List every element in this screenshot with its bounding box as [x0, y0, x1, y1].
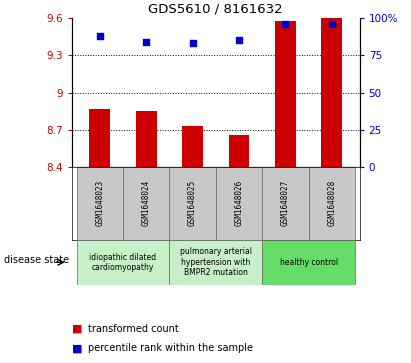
Bar [123, 167, 169, 240]
Bar [321, 18, 342, 167]
Text: GSM1648024: GSM1648024 [142, 180, 151, 227]
Bar [262, 167, 309, 240]
Bar [216, 167, 262, 240]
Text: GSM1648028: GSM1648028 [327, 180, 336, 227]
Bar [89, 109, 110, 167]
Bar [169, 240, 262, 285]
Text: disease state: disease state [4, 256, 69, 265]
Text: ■: ■ [72, 343, 83, 354]
Text: GSM1648025: GSM1648025 [188, 180, 197, 227]
Bar [76, 240, 169, 285]
Point [236, 38, 242, 44]
Text: transformed count: transformed count [88, 323, 179, 334]
Text: GSM1648026: GSM1648026 [235, 180, 243, 227]
Text: pulmonary arterial
hypertension with
BMPR2 mutation: pulmonary arterial hypertension with BMP… [180, 247, 252, 277]
Point [189, 41, 196, 46]
Bar [169, 167, 216, 240]
Title: GDS5610 / 8161632: GDS5610 / 8161632 [148, 3, 283, 16]
Text: GSM1648023: GSM1648023 [95, 180, 104, 227]
Bar [229, 135, 249, 167]
Text: GSM1648027: GSM1648027 [281, 180, 290, 227]
Point [328, 21, 335, 27]
Point [97, 33, 103, 39]
Text: idiopathic dilated
cardiomyopathy: idiopathic dilated cardiomyopathy [90, 253, 157, 272]
Bar [136, 111, 157, 167]
Text: ■: ■ [72, 323, 83, 334]
Point [282, 21, 289, 27]
Text: percentile rank within the sample: percentile rank within the sample [88, 343, 253, 354]
Bar [182, 126, 203, 167]
Bar [76, 167, 123, 240]
Bar [262, 240, 355, 285]
Bar [275, 21, 296, 167]
Text: healthy control: healthy control [279, 258, 338, 267]
Point [143, 39, 150, 45]
Bar [309, 167, 355, 240]
